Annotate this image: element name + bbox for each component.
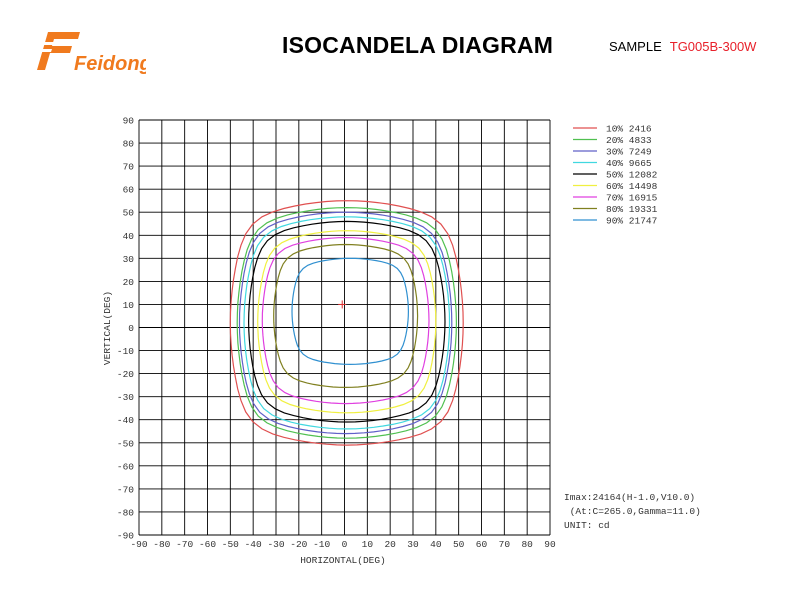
- x-tick-label: 80: [521, 539, 533, 550]
- y-tick-label: -80: [117, 507, 134, 518]
- contour-line-7: [261, 236, 430, 405]
- y-tick-label: -90: [117, 531, 134, 542]
- y-tick-label: 80: [123, 139, 135, 150]
- chart-contours: [229, 200, 464, 446]
- x-tick-label: -40: [245, 539, 262, 550]
- contour-line-6: [257, 230, 437, 414]
- legend-entry: 60% 14498: [606, 181, 658, 192]
- y-axis-label: VERTICAL(DEG): [102, 291, 113, 365]
- x-tick-labels: -90 -80 -70 -60 -50 -40 -30 -20 -10 0 10 20 30 40 50 60…: [130, 539, 556, 550]
- y-tick-label: -70: [117, 484, 134, 495]
- annotation-line: UNIT: cd: [564, 520, 610, 531]
- annotation-line: Imax:24164(H-1.0,V10.0): [564, 492, 695, 503]
- contour-line-1: [229, 200, 464, 446]
- x-tick-label: -70: [176, 539, 193, 550]
- max-point-marker-icon: [338, 300, 347, 309]
- y-tick-label: -60: [117, 461, 134, 472]
- contour-line-5: [247, 220, 446, 423]
- contour-line-3: [238, 211, 453, 435]
- y-tick-label: 70: [123, 162, 135, 173]
- y-tick-label: 20: [123, 277, 135, 288]
- x-tick-label: -10: [313, 539, 330, 550]
- x-axis-label: HORIZONTAL(DEG): [300, 555, 386, 566]
- x-tick-label: -90: [130, 539, 147, 550]
- logo-f-mark-icon: [37, 32, 80, 70]
- x-tick-label: -30: [267, 539, 284, 550]
- sample-line: SAMPLE TG005B-300W: [609, 39, 756, 54]
- x-tick-label: 50: [453, 539, 465, 550]
- legend-entry: 10% 2416: [606, 124, 652, 135]
- sample-label: SAMPLE: [609, 39, 662, 54]
- page-title: ISOCANDELA DIAGRAM: [282, 32, 554, 58]
- x-tick-label: 10: [362, 539, 374, 550]
- y-tick-label: 10: [123, 300, 135, 311]
- x-tick-label: 60: [476, 539, 488, 550]
- contour-line-8: [273, 243, 419, 389]
- contour-line-2: [236, 206, 458, 439]
- y-tick-label: 60: [123, 185, 135, 196]
- chart-annotations: Imax:24164(H-1.0,V10.0) (At:C=265.0,Gamm…: [564, 492, 701, 531]
- legend-entry: 40% 9665: [606, 158, 652, 169]
- contour-line-9: [291, 257, 410, 366]
- x-tick-label: -20: [290, 539, 307, 550]
- contour-line-4: [243, 216, 451, 430]
- x-tick-label: 40: [430, 539, 442, 550]
- legend-entry: 30% 7249: [606, 147, 652, 158]
- sample-code: TG005B-300W: [669, 39, 757, 54]
- x-tick-label: 70: [499, 539, 511, 550]
- legend-entry: 50% 12082: [606, 170, 658, 181]
- y-tick-label: 40: [123, 231, 135, 242]
- legend-entry: 20% 4833: [606, 135, 652, 146]
- x-tick-label: 20: [384, 539, 396, 550]
- y-tick-label: 50: [123, 208, 135, 219]
- y-tick-label: -50: [117, 438, 134, 449]
- x-tick-label: -80: [153, 539, 170, 550]
- annotation-line: (At:C=265.0,Gamma=11.0): [564, 506, 701, 517]
- legend-entry: 70% 16915: [606, 193, 658, 204]
- y-tick-labels: 90 80 70 60 50 40 30 20 10 0 -10 -20 -30 -40 -50 -60 -70…: [117, 116, 134, 542]
- x-tick-label: 30: [407, 539, 419, 550]
- y-tick-label: -40: [117, 415, 134, 426]
- y-tick-label: 90: [123, 116, 135, 127]
- y-tick-label: 30: [123, 254, 135, 265]
- y-tick-label: -20: [117, 369, 134, 380]
- logo-wordmark: Feidong: [74, 53, 146, 75]
- y-tick-label: 0: [128, 323, 134, 334]
- x-tick-label: -50: [222, 539, 239, 550]
- legend-entry: 80% 19331: [606, 204, 658, 215]
- x-tick-label: 0: [342, 539, 348, 550]
- feidong-logo: Feidong: [37, 32, 146, 75]
- chart-grid: [138, 119, 551, 536]
- x-tick-label: 90: [544, 539, 556, 550]
- y-tick-label: -10: [117, 346, 134, 357]
- legend-entry: 90% 21747: [606, 216, 657, 227]
- y-tick-label: -30: [117, 392, 134, 403]
- x-tick-label: -60: [199, 539, 216, 550]
